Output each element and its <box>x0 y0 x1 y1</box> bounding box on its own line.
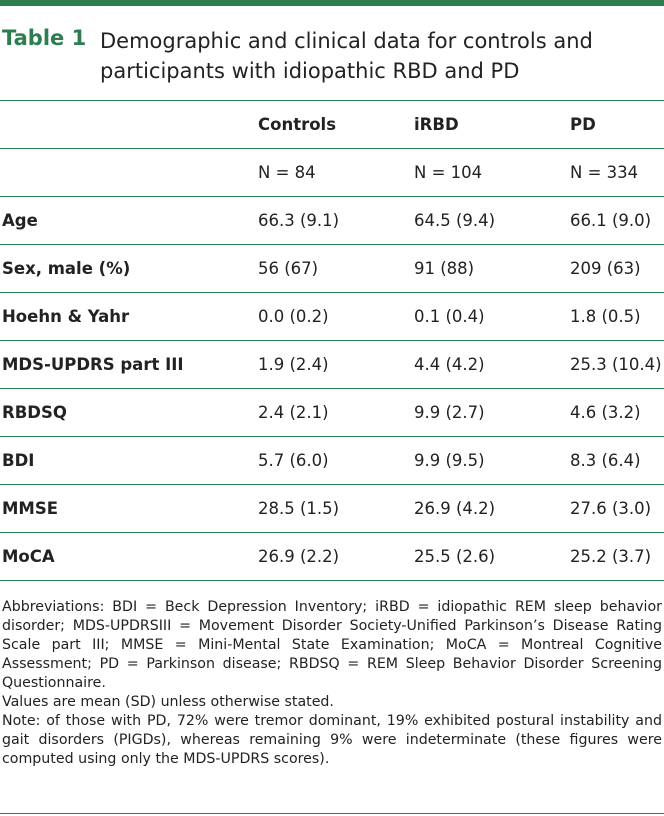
table-cell: 2.4 (2.1) <box>258 403 329 422</box>
table-cell: 56 (67) <box>258 259 319 278</box>
table-row: BDI 5.7 (6.0) 9.9 (9.5) 8.3 (6.4) <box>0 437 664 485</box>
row-label: RBDSQ <box>2 403 67 422</box>
table-cell: 25.3 (10.4) <box>570 355 662 374</box>
table-title: Demographic and clinical data for contro… <box>100 29 593 83</box>
table-cell: 26.9 (2.2) <box>258 547 340 566</box>
table-cell: 9.9 (2.7) <box>414 403 485 422</box>
table-cell: N = 334 <box>570 163 639 182</box>
table-cell: 66.1 (9.0) <box>570 211 652 230</box>
table-cell <box>0 149 258 197</box>
table-row: MMSE 28.5 (1.5) 26.9 (4.2) 27.6 (3.0) <box>0 485 664 533</box>
column-header <box>0 101 258 149</box>
table-cell: 4.6 (3.2) <box>570 403 641 422</box>
top-accent-bar <box>0 0 664 6</box>
table-cell: 26.9 (4.2) <box>414 499 496 518</box>
row-label: Hoehn & Yahr <box>2 307 130 326</box>
table-cell: 4.4 (4.2) <box>414 355 485 374</box>
values-note: Values are mean (SD) unless otherwise st… <box>2 694 334 710</box>
table-cell: 9.9 (9.5) <box>414 451 485 470</box>
column-header-irbd: iRBD <box>414 115 459 134</box>
table-cell: 0.0 (0.2) <box>258 307 329 326</box>
header-row: Controls iRBD PD <box>0 100 664 149</box>
table-row: Sex, male (%) 56 (67) 91 (88) 209 (63) <box>0 245 664 293</box>
table-cell: 28.5 (1.5) <box>258 499 340 518</box>
n-row: N = 84 N = 104 N = 334 <box>0 149 664 197</box>
column-header-pd: PD <box>570 115 596 134</box>
table-cell: 8.3 (6.4) <box>570 451 641 470</box>
table-cell: 209 (63) <box>570 259 641 278</box>
table-cell: 91 (88) <box>414 259 475 278</box>
table-cell: 0.1 (0.4) <box>414 307 485 326</box>
pd-subtype-note: Note: of those with PD, 72% were tremor … <box>2 713 662 767</box>
table-cell: 66.3 (9.1) <box>258 211 340 230</box>
abbreviations-note: Abbreviations: BDI = Beck Depression Inv… <box>2 599 662 691</box>
table-row: MDS-UPDRS part III 1.9 (2.4) 4.4 (4.2) 2… <box>0 341 664 389</box>
data-table: Controls iRBD PD N = 84 N = 104 N = 334 … <box>0 100 664 581</box>
bottom-rule <box>0 813 664 814</box>
table-cell: N = 84 <box>258 163 316 182</box>
table-cell: 25.2 (3.7) <box>570 547 652 566</box>
table-row: Age 66.3 (9.1) 64.5 (9.4) 66.1 (9.0) <box>0 197 664 245</box>
table-row: Hoehn & Yahr 0.0 (0.2) 0.1 (0.4) 1.8 (0.… <box>0 293 664 341</box>
table-footnotes: Abbreviations: BDI = Beck Depression Inv… <box>2 598 662 769</box>
table-row: MoCA 26.9 (2.2) 25.5 (2.6) 25.2 (3.7) <box>0 533 664 581</box>
column-header-controls: Controls <box>258 115 337 134</box>
row-label: MDS-UPDRS part III <box>2 355 184 374</box>
table-cell: 27.6 (3.0) <box>570 499 652 518</box>
table-label: Table 1 <box>2 26 87 50</box>
table-cell: 64.5 (9.4) <box>414 211 496 230</box>
table-cell: 25.5 (2.6) <box>414 547 496 566</box>
row-label: BDI <box>2 451 35 470</box>
row-label: MMSE <box>2 499 58 518</box>
table-cell: 5.7 (6.0) <box>258 451 329 470</box>
row-label: MoCA <box>2 547 55 566</box>
table-row: RBDSQ 2.4 (2.1) 9.9 (2.7) 4.6 (3.2) <box>0 389 664 437</box>
row-label: Sex, male (%) <box>2 259 131 278</box>
table-cell: 1.8 (0.5) <box>570 307 641 326</box>
table-cell: N = 104 <box>414 163 483 182</box>
table-cell: 1.9 (2.4) <box>258 355 329 374</box>
row-label: Age <box>2 211 38 230</box>
